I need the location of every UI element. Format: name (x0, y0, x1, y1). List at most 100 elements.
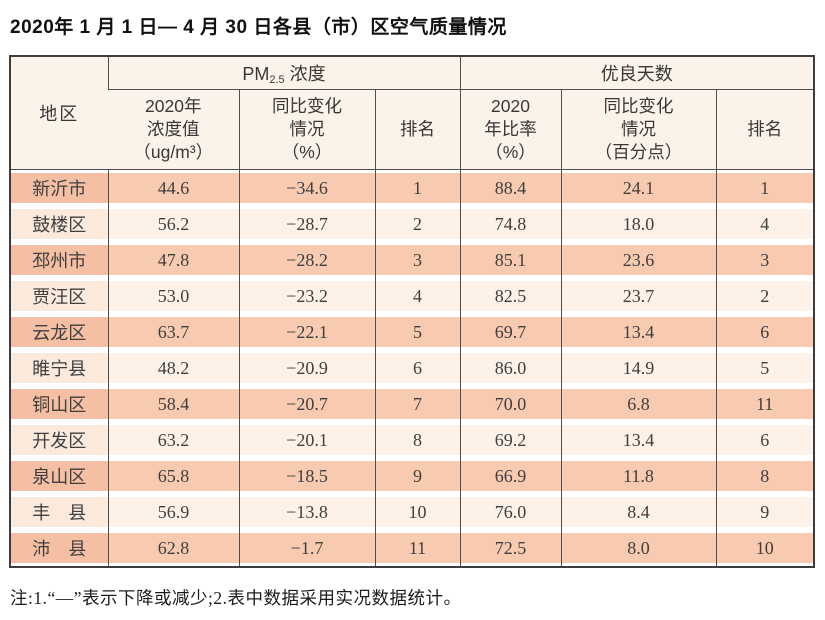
pm-value-cell: 53.0 (107, 278, 239, 314)
region-cell: 新沂市 (10, 170, 108, 207)
days-change-cell: 14.9 (560, 350, 716, 386)
pm-change-cell: −18.5 (238, 458, 375, 494)
days-change-cell: 13.4 (560, 422, 716, 458)
air-quality-table: 地区 PM2.5 浓度 优良天数 2020年 浓度值 （ug/m³） 同比变化 … (9, 55, 816, 568)
days-change-cell: 13.4 (560, 314, 716, 350)
pm-rank-cell: 1 (374, 169, 460, 206)
pm-rank-cell: 8 (374, 422, 460, 458)
days-change-cell: 24.1 (560, 169, 716, 206)
pm-rank-cell: 5 (374, 314, 460, 350)
days-rate-cell: 72.5 (459, 530, 561, 567)
pm-rank-cell: 7 (374, 386, 460, 422)
region-cell: 铜山区 (10, 386, 108, 422)
region-cell: 鼓楼区 (10, 206, 108, 242)
days-change-cell: 6.8 (560, 386, 716, 422)
days-change-cell: 18.0 (560, 206, 716, 242)
pm-change-cell: −23.2 (238, 278, 375, 314)
pm25-group-header: PM2.5 浓度 (107, 56, 460, 90)
pm-change-cell: −20.7 (238, 386, 375, 422)
table-row: 云龙区 63.7 −22.1 5 69.7 13.4 6 (10, 314, 815, 350)
pm-rank-cell: 10 (374, 494, 460, 530)
pm-rank-cell: 9 (374, 458, 460, 494)
table-row: 新沂市 44.6 −34.6 1 88.4 24.1 1 (10, 169, 815, 207)
region-cell: 睢宁县 (10, 350, 108, 386)
days-rank-cell: 6 (715, 314, 815, 350)
pm-value-cell: 56.9 (107, 494, 239, 530)
days-change-cell: 11.8 (560, 458, 716, 494)
region-header-cell: 地区 (10, 56, 108, 170)
pm-change-cell: −34.6 (238, 169, 375, 206)
pm-change-header: 同比变化 情况 （%） (238, 89, 375, 170)
days-rate-cell: 76.0 (459, 494, 561, 530)
pm-change-cell: −20.9 (238, 350, 375, 386)
pm-value-cell: 65.8 (107, 458, 239, 494)
pm-change-cell: −20.1 (238, 422, 375, 458)
days-rank-cell: 8 (715, 458, 815, 494)
days-change-cell: 23.7 (560, 278, 716, 314)
pm-value-cell: 62.8 (107, 530, 239, 567)
days-rate-cell: 66.9 (459, 458, 561, 494)
pm-rank-cell: 6 (374, 350, 460, 386)
days-rank-cell: 4 (715, 206, 815, 242)
table-body: 新沂市 44.6 −34.6 1 88.4 24.1 1 鼓楼区 56.2 −2… (10, 169, 815, 567)
days-rank-cell: 5 (715, 350, 815, 386)
pm25-label-prefix: PM (242, 64, 270, 84)
table-row: 鼓楼区 56.2 −28.7 2 74.8 18.0 4 (10, 206, 815, 242)
pm-rank-header: 排名 (374, 89, 460, 170)
days-change-cell: 23.6 (560, 242, 716, 278)
region-cell: 云龙区 (10, 314, 108, 350)
page-title: 2020年 1 月 1 日— 4 月 30 日各县（市）区空气质量情况 (10, 17, 507, 38)
pm-value-cell: 63.2 (107, 422, 239, 458)
table-row: 邳州市 47.8 −28.2 3 85.1 23.6 3 (10, 242, 815, 278)
pm-rank-cell: 4 (374, 278, 460, 314)
table-header: 地区 PM2.5 浓度 优良天数 2020年 浓度值 （ug/m³） 同比变化 … (10, 56, 815, 170)
days-change-header: 同比变化 情况 （百分点） (560, 89, 716, 170)
days-rate-cell: 82.5 (459, 278, 561, 314)
table-row: 丰 县 56.9 −13.8 10 76.0 8.4 9 (10, 494, 815, 530)
pm-change-cell: −28.2 (238, 242, 375, 278)
days-rate-cell: 74.8 (459, 206, 561, 242)
footnote: 注:1.“—”表示下降或减少;2.表中数据采用实况数据统计。 (10, 588, 462, 608)
days-rank-cell: 3 (715, 242, 815, 278)
days-rate-cell: 86.0 (459, 350, 561, 386)
table-row: 泉山区 65.8 −18.5 9 66.9 11.8 8 (10, 458, 815, 494)
pm25-label-suffix: 浓度 (284, 64, 326, 84)
days-rank-cell: 9 (715, 494, 815, 530)
pm-value-cell: 48.2 (107, 350, 239, 386)
days-rate-cell: 85.1 (459, 242, 561, 278)
days-rank-cell: 1 (715, 169, 815, 206)
days-rank-cell: 10 (715, 530, 815, 567)
table-row: 贾汪区 53.0 −23.2 4 82.5 23.7 2 (10, 278, 815, 314)
days-rank-cell: 2 (715, 278, 815, 314)
good-days-group-header: 优良天数 (459, 56, 815, 90)
table-row: 睢宁县 48.2 −20.9 6 86.0 14.9 5 (10, 350, 815, 386)
pm-change-cell: −22.1 (238, 314, 375, 350)
sub-header-row: 2020年 浓度值 （ug/m³） 同比变化 情况 （%） 排名 2020 年比… (10, 89, 815, 170)
days-rate-cell: 69.7 (459, 314, 561, 350)
region-cell: 开发区 (10, 422, 108, 458)
days-rank-cell: 6 (715, 422, 815, 458)
days-rate-header: 2020 年比率 （%） (459, 89, 561, 170)
pm-rank-cell: 11 (374, 530, 460, 567)
pm-change-cell: −13.8 (238, 494, 375, 530)
days-rank-header: 排名 (715, 89, 815, 170)
region-cell: 泉山区 (10, 458, 108, 494)
region-cell: 贾汪区 (10, 278, 108, 314)
pm-value-header: 2020年 浓度值 （ug/m³） (108, 89, 239, 170)
pm-rank-cell: 3 (374, 242, 460, 278)
region-cell: 丰 县 (10, 494, 108, 530)
pm-value-cell: 58.4 (107, 386, 239, 422)
pm-rank-cell: 2 (374, 206, 460, 242)
table-row: 铜山区 58.4 −20.7 7 70.0 6.8 11 (10, 386, 815, 422)
group-header-row: 地区 PM2.5 浓度 优良天数 (10, 56, 815, 170)
pm-value-cell: 56.2 (107, 206, 239, 242)
region-cell: 沛 县 (10, 530, 108, 567)
pm-value-cell: 44.6 (107, 169, 239, 206)
pm-value-cell: 47.8 (107, 242, 239, 278)
table-row: 沛 县 62.8 −1.7 11 72.5 8.0 10 (10, 530, 815, 567)
pm-change-cell: −1.7 (238, 530, 375, 567)
table-row: 开发区 63.2 −20.1 8 69.2 13.4 6 (10, 422, 815, 458)
pm25-subscript: 2.5 (269, 74, 285, 86)
days-change-cell: 8.0 (560, 530, 716, 567)
